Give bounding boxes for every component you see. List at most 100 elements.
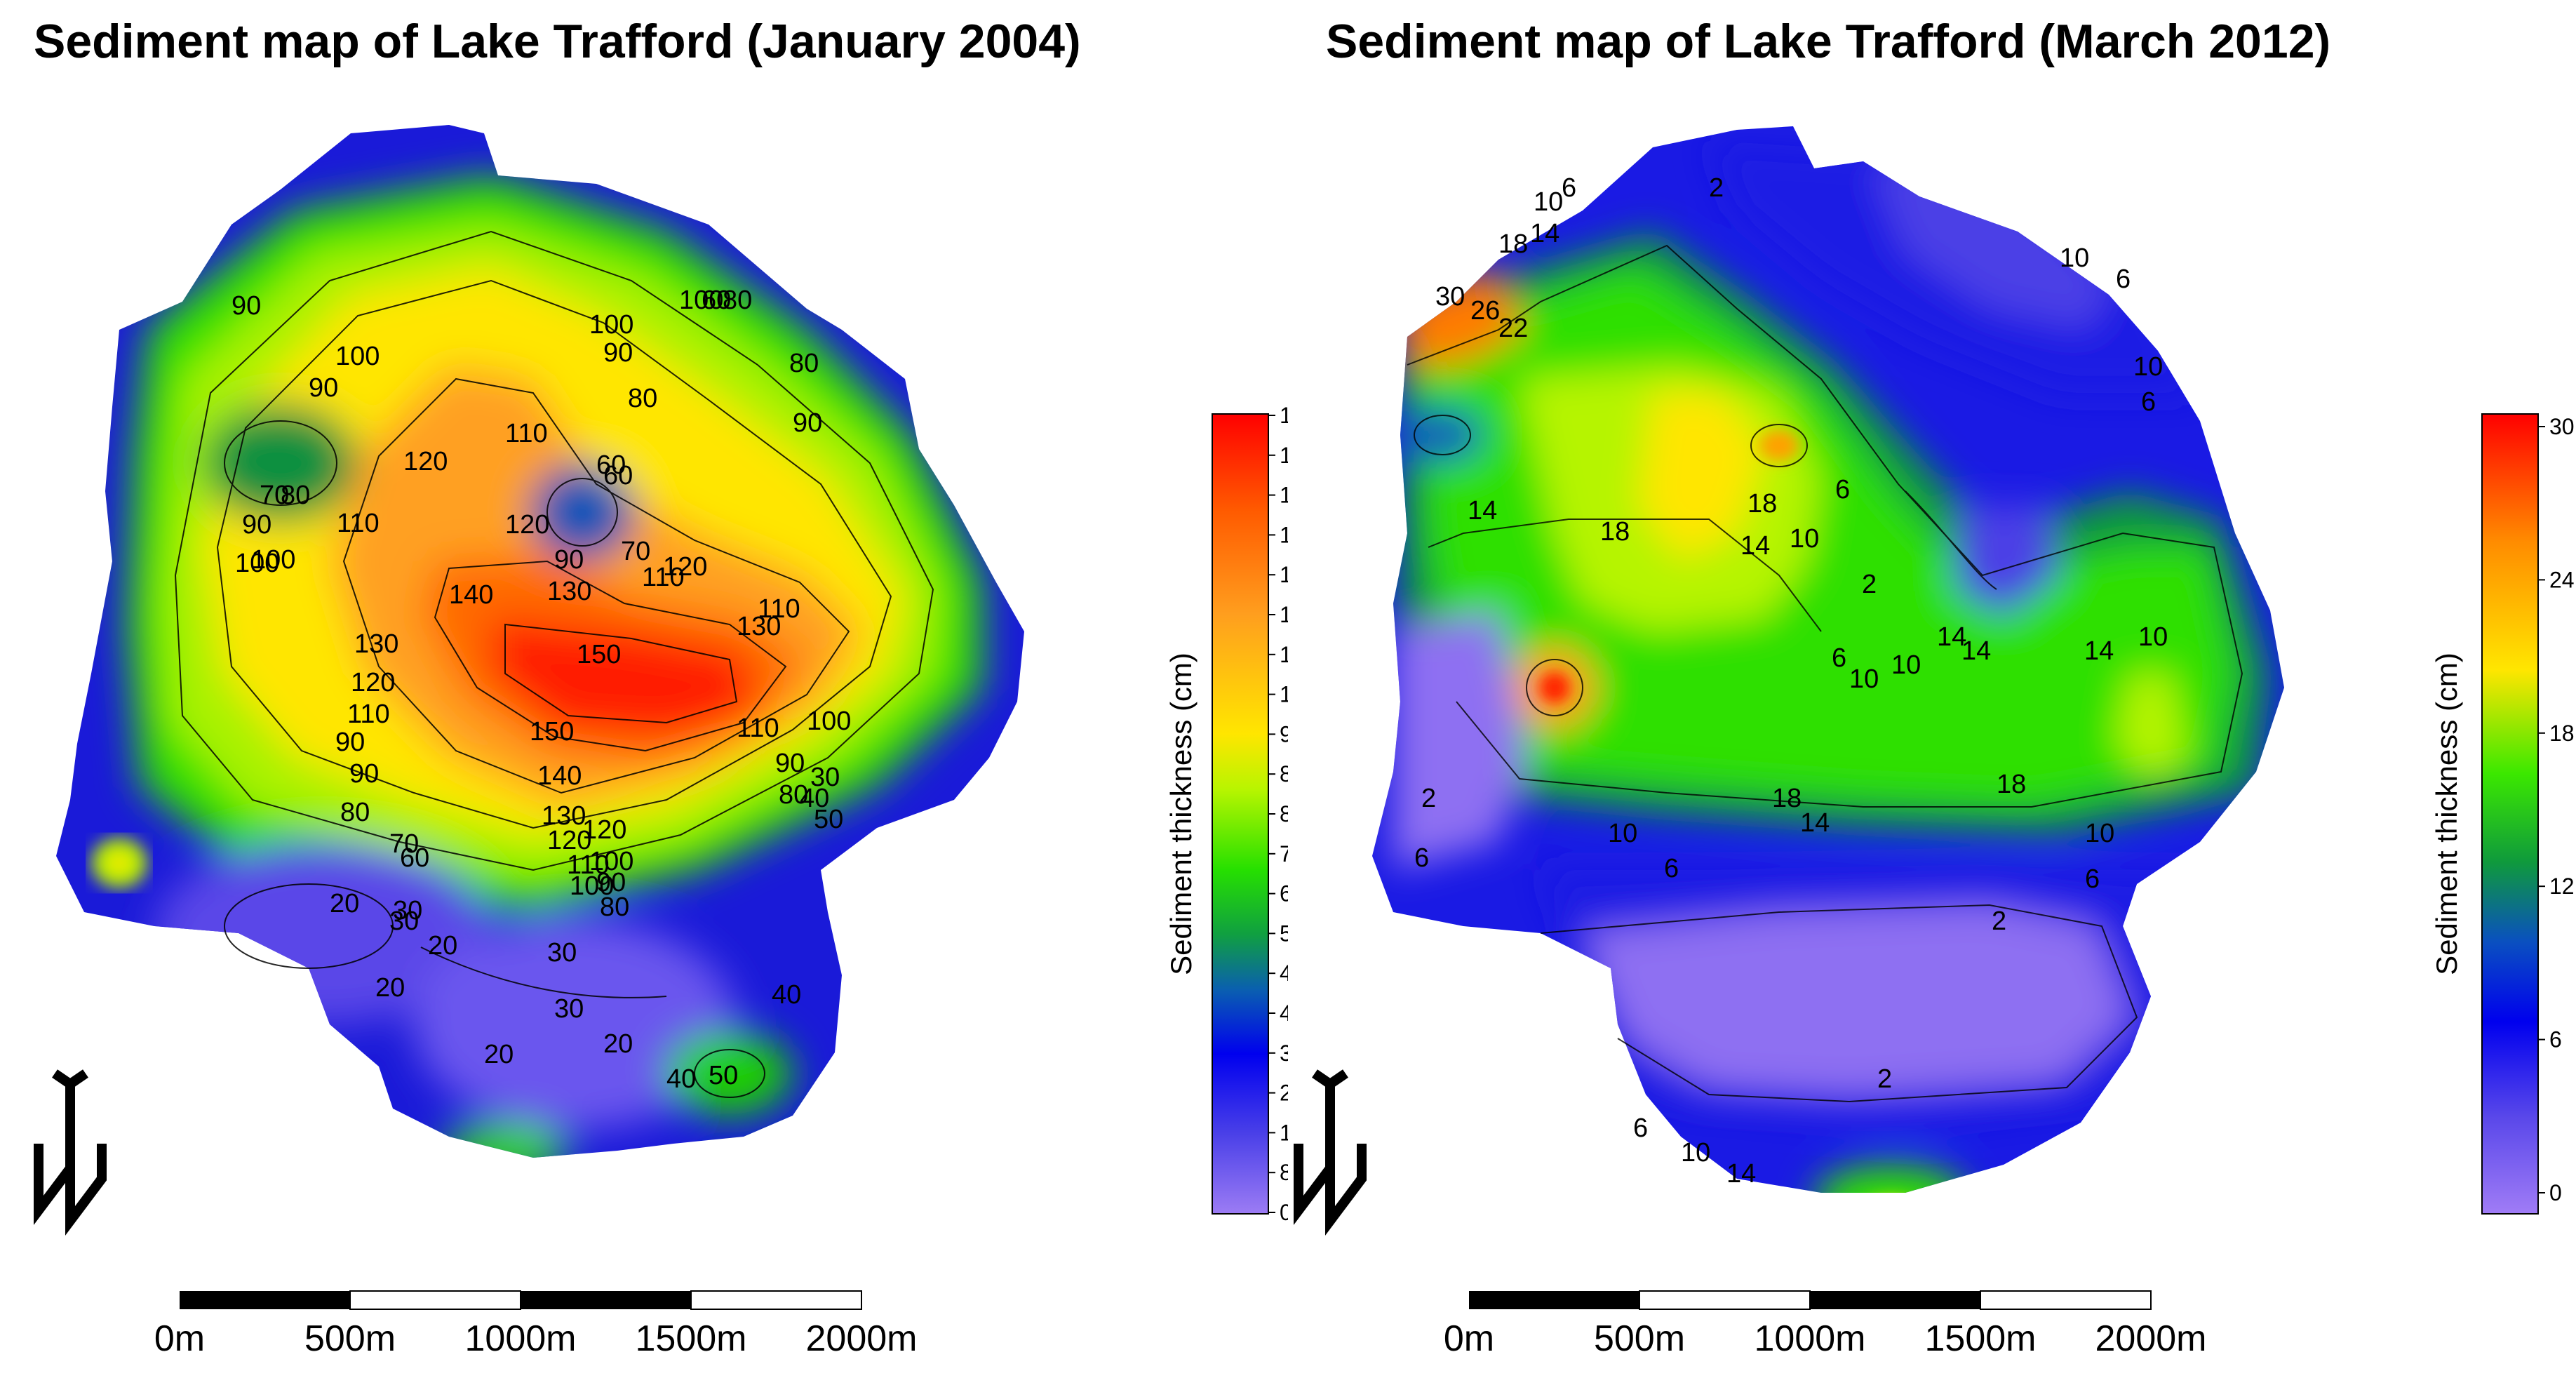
colorbar-tick-label: 56 xyxy=(1280,921,1288,946)
contour-label: 100 xyxy=(589,310,633,340)
contour-label: 120 xyxy=(547,826,591,855)
contour-label: 30 xyxy=(1435,282,1465,312)
contour-label: 70 xyxy=(260,481,289,510)
colorbar-title: Sediment thickness (cm) xyxy=(1165,653,1198,975)
colorbar-tick-label: 16 xyxy=(1280,1120,1288,1145)
contour-label: 130 xyxy=(737,612,781,641)
north-arrow-icon xyxy=(1294,1069,1367,1236)
contour-lines-2004 xyxy=(174,230,934,1098)
colorbar-tick-label: 32 xyxy=(1280,1041,1288,1066)
contour-label: 20 xyxy=(330,889,359,918)
contour-label: 80 xyxy=(789,349,819,378)
contour-label: 2 xyxy=(1992,907,2006,936)
contour-label: 10 xyxy=(1681,1138,1710,1168)
colorbar-tick-label: 8 xyxy=(1280,1160,1288,1185)
contour-label: 80 xyxy=(281,481,310,510)
contour-label: 100 xyxy=(251,545,295,575)
colorbar-gradient xyxy=(2481,413,2539,1215)
contour-label: 20 xyxy=(603,1029,633,1059)
scale-label: 2000m xyxy=(2095,1318,2207,1359)
contour-label: 18 xyxy=(1747,489,1777,519)
contour-label: 30 xyxy=(810,763,840,792)
contour-label: 110 xyxy=(758,594,800,624)
contour-label: 90 xyxy=(596,868,626,897)
contour-label: 10 xyxy=(1534,187,1563,217)
contour-label: 6 xyxy=(1832,643,1846,673)
contour-label: 10 xyxy=(2085,819,2114,848)
contour-label: 50 xyxy=(709,1061,738,1090)
map-title-2012: Sediment map of Lake Trafford (March 201… xyxy=(1326,15,2331,68)
colorbar-tick-label: 80 xyxy=(1280,801,1288,827)
contour-label: 140 xyxy=(537,761,582,791)
contour-label: 10 xyxy=(1849,664,1879,694)
sediment-surface-2012 xyxy=(1372,126,2284,1193)
contour-label: 10 xyxy=(1790,524,1819,554)
contour-label: 6 xyxy=(1664,854,1679,883)
sediment-surface-2004 xyxy=(56,125,1024,1158)
colorbar-tick-label: 112 xyxy=(1280,642,1288,667)
contour-label: 14 xyxy=(1937,622,1966,652)
contour-label: 18 xyxy=(1772,784,1802,813)
contour-label: 10 xyxy=(2133,352,2163,382)
contour-label: 90 xyxy=(335,728,365,757)
contour-lines-2012 xyxy=(1407,244,2243,1103)
contour-label: 100 xyxy=(235,549,279,578)
colorbar-2012: 30 24 18 12 6 0 Sediment thickness (cm) xyxy=(2430,413,2575,1215)
contour-label: 120 xyxy=(403,447,448,476)
scale-label: 0m xyxy=(154,1318,205,1359)
colorbar-tick-label: 0 xyxy=(1280,1200,1288,1225)
contour-label: 6 xyxy=(2085,864,2100,894)
colorbar-tick-label: 24 xyxy=(2549,567,2575,592)
map-panel-2004: Sediment map of Lake Trafford (January 2… xyxy=(34,15,1288,1359)
contour-labels-2012: 30 26 22 18 14 10 6 2 10 6 10 6 14 18 14… xyxy=(1414,173,2168,1189)
contour-label: 100 xyxy=(335,342,380,371)
colorbar-tick-label: 30 xyxy=(2549,414,2575,439)
scale-bar-2004: 0m 500m 1000m 1500m 2000m xyxy=(154,1290,918,1359)
contour-label: 20 xyxy=(484,1040,514,1069)
contour-label: 6 xyxy=(1562,173,1576,203)
colorbar-tick-label: 48 xyxy=(1280,961,1288,986)
contour-label: 20 xyxy=(428,931,457,961)
contour-label: 100 xyxy=(807,707,851,736)
contour-labels-2004: 90 100 90 70 80 90 100 110 120 100 90 11… xyxy=(232,286,851,1094)
colorbar-tick-label: 136 xyxy=(1280,522,1288,547)
scale-label: 500m xyxy=(304,1318,396,1359)
contour-label: 22 xyxy=(1498,314,1528,343)
contour-label: 130 xyxy=(547,577,591,606)
colorbar-tick-label: 72 xyxy=(1280,841,1288,867)
contour-label: 150 xyxy=(577,640,621,669)
colorbar-tick-label: 104 xyxy=(1280,682,1288,707)
contour-label: 2 xyxy=(1421,784,1436,813)
scale-bar-2012: 0m 500m 1000m 1500m 2000m xyxy=(1444,1290,2207,1359)
colorbar-title: Sediment thickness (cm) xyxy=(2430,653,2463,975)
contour-label: 80 xyxy=(600,892,629,922)
contour-label: 120 xyxy=(505,510,549,540)
colorbar-tick-label: 18 xyxy=(2549,721,2575,746)
colorbar-tick-label: 0 xyxy=(2549,1180,2562,1205)
contour-label: 60 xyxy=(702,286,731,315)
colorbar-tick-label: 144 xyxy=(1280,483,1288,508)
contour-label: 110 xyxy=(505,419,548,448)
contour-label: 26 xyxy=(1470,296,1500,326)
colorbar-tick-label: 96 xyxy=(1280,721,1288,747)
contour-label: 110 xyxy=(642,563,685,592)
contour-label: 30 xyxy=(547,938,577,968)
contour-label: 70 xyxy=(621,537,650,566)
contour-label: 60 xyxy=(400,843,429,873)
contour-label: 90 xyxy=(309,373,338,403)
contour-label: 90 xyxy=(554,545,584,575)
scale-label: 2000m xyxy=(806,1318,918,1359)
contour-label: 18 xyxy=(1600,517,1630,547)
contour-label: 110 xyxy=(567,850,610,880)
contour-label: 110 xyxy=(337,509,380,538)
contour-label: 90 xyxy=(242,510,271,540)
contour-label: 30 xyxy=(554,994,584,1024)
contour-label: 10 xyxy=(1891,650,1921,680)
scale-label: 1000m xyxy=(465,1318,577,1359)
contour-label: 10 xyxy=(1608,819,1637,848)
contour-label: 80 xyxy=(779,780,808,810)
colorbar-tick-label: 6 xyxy=(2549,1027,2562,1052)
contour-label: 40 xyxy=(800,784,829,813)
scale-label: 500m xyxy=(1594,1318,1685,1359)
contour-label: 140 xyxy=(449,580,493,610)
